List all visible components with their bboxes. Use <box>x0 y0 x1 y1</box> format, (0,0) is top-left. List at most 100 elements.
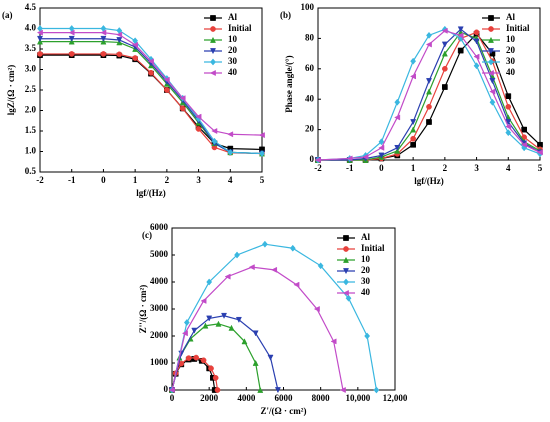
marker <box>202 322 209 329</box>
marker <box>116 37 123 44</box>
marker <box>313 305 320 313</box>
marker <box>442 84 448 90</box>
marker <box>505 123 512 130</box>
y-tick-label: 2000 <box>150 330 169 340</box>
marker <box>488 26 494 32</box>
marker <box>289 244 296 252</box>
marker <box>252 359 259 366</box>
marker <box>248 264 255 271</box>
marker <box>394 114 401 121</box>
marker <box>342 268 350 275</box>
x-tick-label: 5 <box>538 163 543 173</box>
x-tick-label: 8000 <box>312 393 331 403</box>
marker <box>147 58 154 65</box>
legend-label: 40 <box>361 287 371 297</box>
y-tick-label: 0.5 <box>25 166 37 176</box>
y-tick-label: 3.0 <box>25 64 37 74</box>
marker <box>457 47 464 54</box>
marker <box>489 88 496 95</box>
marker <box>487 69 494 77</box>
marker <box>252 330 259 337</box>
marker <box>163 76 170 83</box>
marker <box>441 27 448 34</box>
x-tick-label: 4 <box>506 163 511 173</box>
marker <box>131 41 138 48</box>
legend-label: 40 <box>506 67 516 77</box>
x-tick-label: 1 <box>133 175 138 185</box>
x-tick-label: 0 <box>170 393 175 403</box>
y-tick-label: 20 <box>305 124 315 134</box>
marker <box>343 278 349 286</box>
marker <box>100 29 107 36</box>
marker <box>330 338 337 345</box>
marker <box>100 51 107 57</box>
legend-label: 10 <box>506 34 516 44</box>
marker <box>342 289 349 297</box>
marker <box>488 15 494 21</box>
marker <box>234 251 240 259</box>
marker <box>339 386 346 394</box>
legend-label: 40 <box>228 67 238 77</box>
y-tick-label: 100 <box>301 2 315 12</box>
legend-label: 30 <box>228 56 238 66</box>
marker <box>257 386 264 393</box>
marker <box>488 58 494 66</box>
legend-label: 20 <box>361 265 371 275</box>
marker <box>214 387 221 393</box>
x-axis-label: lgf/(Hz) <box>136 188 166 198</box>
x-tick-label: 3 <box>196 175 201 185</box>
marker <box>185 355 192 361</box>
marker <box>210 58 216 66</box>
marker <box>206 278 213 286</box>
marker <box>394 144 401 151</box>
marker <box>505 129 512 137</box>
marker <box>116 51 123 58</box>
marker <box>168 386 175 394</box>
series-line <box>171 266 344 391</box>
x-tick-label: 5 <box>260 175 265 185</box>
y-tick-label: 4000 <box>150 276 169 286</box>
legend-label: Initial <box>361 243 385 253</box>
x-tick-label: 4000 <box>237 393 256 403</box>
x-tick-label: 0 <box>101 175 106 185</box>
y-tick-label: 1.5 <box>25 125 37 135</box>
marker <box>426 104 432 110</box>
marker <box>258 132 265 139</box>
marker <box>116 31 123 38</box>
marker <box>179 95 186 102</box>
marker <box>200 297 207 304</box>
legend-label: 20 <box>228 45 238 55</box>
marker <box>271 266 278 273</box>
marker <box>208 365 214 372</box>
marker <box>410 135 416 142</box>
legend-label: Al <box>228 12 237 22</box>
marker <box>209 69 216 77</box>
legend-label: Initial <box>506 23 530 33</box>
marker <box>68 35 75 42</box>
y-axis-label: lgZ/(Ω · cm²) <box>6 65 16 115</box>
marker <box>457 26 464 33</box>
marker <box>164 87 170 93</box>
marker <box>505 104 512 110</box>
marker <box>235 316 242 323</box>
marker <box>212 375 219 381</box>
legend-label: Al <box>506 12 515 22</box>
marker <box>487 36 495 43</box>
marker <box>267 354 274 361</box>
marker <box>378 138 385 146</box>
marker <box>505 93 512 100</box>
marker <box>228 324 235 331</box>
y-tick-label: 1000 <box>150 357 169 367</box>
marker <box>195 126 202 132</box>
marker <box>181 330 188 337</box>
marker <box>426 119 432 125</box>
marker <box>317 262 324 270</box>
marker <box>221 312 228 319</box>
y-tick-label: 60 <box>305 63 315 73</box>
marker <box>210 26 216 32</box>
marker <box>211 137 218 145</box>
marker <box>473 53 480 60</box>
marker <box>425 41 432 48</box>
marker <box>425 88 433 95</box>
marker <box>410 126 417 133</box>
